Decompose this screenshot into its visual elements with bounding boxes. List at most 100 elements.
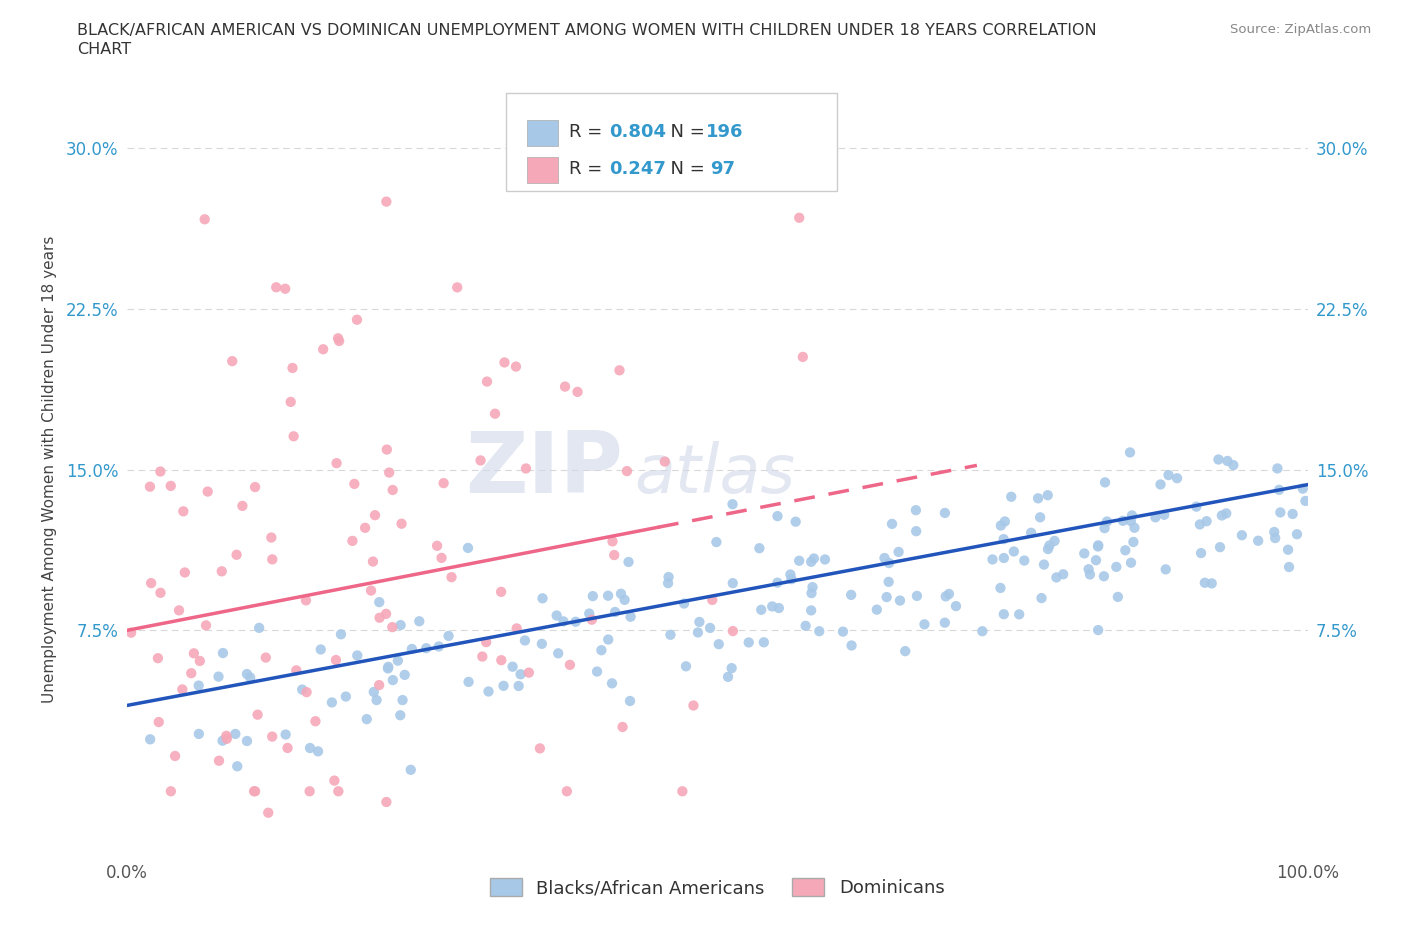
Point [586, 664, 609, 679]
Point [990, 518, 1012, 533]
Point [208, 753, 231, 768]
Point [912, 617, 935, 631]
Point [1195, 513, 1218, 528]
Point [780, 572, 803, 587]
Point [1119, 513, 1142, 528]
Point [323, 773, 346, 788]
Point [794, 618, 817, 633]
Point [375, 794, 398, 809]
Point [1052, 567, 1074, 582]
Point [1144, 510, 1167, 525]
Point [1092, 569, 1115, 584]
Point [1119, 555, 1142, 570]
Point [1121, 508, 1143, 523]
Point [904, 503, 927, 518]
Point [139, 576, 162, 591]
Point [243, 784, 266, 799]
Point [934, 506, 956, 521]
Point [706, 535, 728, 550]
Point [484, 406, 506, 421]
Point [1078, 567, 1101, 582]
Point [517, 665, 540, 680]
Point [408, 614, 430, 629]
Point [264, 280, 287, 295]
Point [529, 741, 551, 756]
Point [1077, 562, 1099, 577]
Point [225, 548, 247, 563]
Point [800, 586, 823, 601]
Point [387, 653, 409, 668]
Point [254, 650, 277, 665]
Point [787, 553, 810, 568]
Point [120, 625, 142, 640]
Point [654, 454, 676, 469]
Point [814, 552, 837, 567]
Point [1045, 570, 1067, 585]
Point [1008, 607, 1031, 622]
Point [366, 693, 388, 708]
Text: atlas: atlas [634, 441, 796, 507]
Point [803, 551, 825, 566]
Point [257, 805, 280, 820]
Point [609, 363, 631, 378]
Point [509, 667, 531, 682]
Point [613, 592, 636, 607]
Point [378, 465, 401, 480]
Point [212, 645, 235, 660]
Point [149, 464, 172, 479]
Point [1157, 468, 1180, 483]
Point [877, 575, 900, 590]
Point [1095, 514, 1118, 529]
Point [399, 763, 422, 777]
Point [377, 661, 399, 676]
Point [187, 726, 209, 741]
Point [492, 678, 515, 693]
Point [688, 615, 710, 630]
Point [578, 606, 600, 621]
Point [555, 784, 578, 799]
Point [391, 516, 413, 531]
Point [159, 478, 181, 493]
Point [1087, 622, 1109, 637]
Point [1149, 477, 1171, 492]
Point [363, 684, 385, 699]
Point [889, 593, 911, 608]
Point [430, 551, 453, 565]
Point [887, 544, 910, 559]
Point [1031, 591, 1053, 605]
Point [981, 552, 1004, 567]
Point [787, 210, 810, 225]
Point [717, 670, 740, 684]
Point [553, 614, 575, 629]
Point [505, 621, 527, 636]
Point [547, 646, 569, 661]
Point [596, 589, 619, 604]
Point [440, 570, 463, 585]
Point [1166, 471, 1188, 485]
Text: Source: ZipAtlas.com: Source: ZipAtlas.com [1230, 23, 1371, 36]
Point [149, 585, 172, 600]
Point [224, 726, 246, 741]
Point [1033, 557, 1056, 572]
Point [195, 618, 218, 632]
Point [226, 759, 249, 774]
Point [375, 606, 398, 621]
Point [1026, 491, 1049, 506]
Point [167, 603, 190, 618]
Point [800, 554, 823, 569]
Point [280, 394, 302, 409]
Point [356, 711, 378, 726]
Point [1247, 533, 1270, 548]
Point [211, 564, 233, 578]
Point [1278, 560, 1301, 575]
Point [475, 634, 498, 649]
Point [361, 554, 384, 569]
Point [375, 442, 398, 457]
Point [1201, 576, 1223, 591]
Point [1036, 487, 1059, 502]
Text: ZIP: ZIP [465, 428, 623, 512]
Point [531, 591, 554, 605]
Point [721, 497, 744, 512]
Point [346, 312, 368, 327]
Point [197, 485, 219, 499]
